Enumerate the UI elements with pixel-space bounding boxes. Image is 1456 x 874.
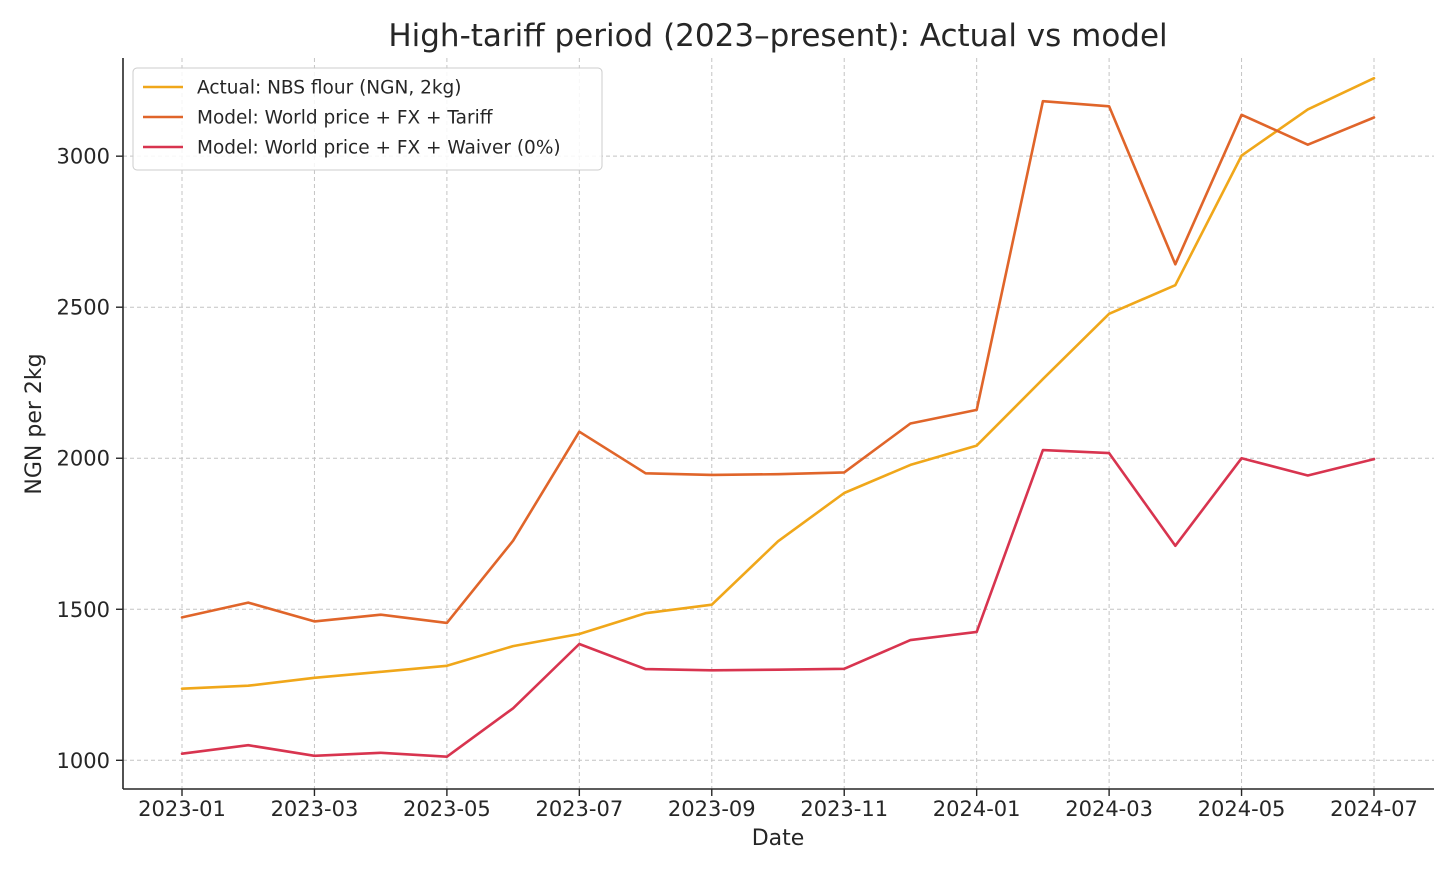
series-line-2 [180, 99, 1376, 625]
legend-frame [132, 67, 603, 171]
y-tick-label: 3000 [57, 145, 110, 169]
x-tick-label: 2023-11 [800, 797, 888, 821]
x-tick-label: 2023-09 [668, 797, 756, 821]
legend-entry-label: Model: World price + FX + Waiver (0%) [197, 138, 561, 159]
y-tick-label: 1000 [57, 749, 110, 773]
x-tick-label: 2023-07 [535, 797, 623, 821]
axis-ticks: 1000 1500 2000 2500 3000 2023-01 2023-03 2023-0… [57, 145, 1418, 821]
x-tick-label: 2024-01 [933, 797, 1021, 821]
legend-entry-label: Actual: NBS flour (NGN, 2kg) [197, 78, 462, 99]
x-tick-label: 2024-07 [1330, 797, 1418, 821]
axes-spines [122, 58, 1434, 790]
legend-entry-label: Model: World price + FX + Tariff [197, 108, 494, 129]
x-tick-label: 2023-01 [138, 797, 226, 821]
series-line-3 [180, 448, 1376, 759]
x-tick-label: 2024-03 [1065, 797, 1153, 821]
chart-title: High-tariff period (2023–present): Actua… [388, 18, 1167, 54]
legend: Actual: NBS flour (NGN, 2kg) Model: World… [132, 67, 603, 171]
y-tick-label: 2500 [57, 296, 110, 320]
y-axis-label: NGN per 2kg [22, 353, 47, 494]
y-tick-label: 1500 [57, 598, 110, 622]
x-tick-label: 2023-03 [271, 797, 359, 821]
grid-lines [123, 58, 1434, 789]
x-tick-label: 2024-05 [1198, 797, 1286, 821]
series-line-1 [180, 76, 1376, 691]
x-tick-label: 2023-05 [403, 797, 491, 821]
y-tick-label: 2000 [57, 447, 110, 471]
series-layer [180, 76, 1376, 759]
x-axis-label: Date [752, 826, 805, 851]
